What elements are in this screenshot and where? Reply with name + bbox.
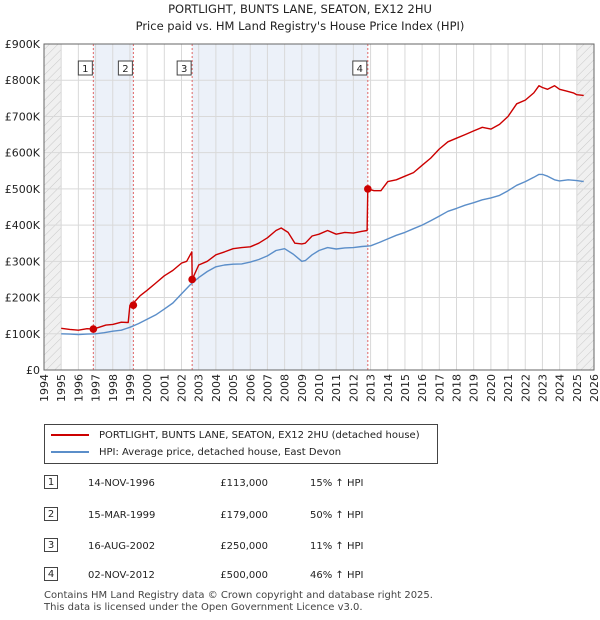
x-tick-label: 2002	[176, 374, 189, 402]
legend-item-hpi: HPI: Average price, detached house, East…	[51, 445, 341, 461]
x-tick-label: 2017	[433, 374, 446, 402]
y-tick-label: £900K	[5, 38, 41, 51]
x-tick-label: 2001	[158, 374, 171, 402]
transaction-label-number: 3	[181, 64, 187, 75]
chart-subtitle: Price paid vs. HM Land Registry's House …	[136, 19, 465, 33]
x-tick-label: 2004	[210, 374, 223, 402]
x-tick-label: 2000	[141, 374, 154, 402]
x-tick-label: 2012	[347, 374, 360, 402]
y-tick-label: £200K	[5, 292, 41, 305]
y-tick-label: £600K	[5, 147, 41, 160]
hatched-range	[44, 44, 62, 370]
y-tick-label: £300K	[5, 255, 41, 268]
legend-label-hpi: HPI: Average price, detached house, East…	[99, 447, 342, 458]
transaction-label: 1	[77, 60, 93, 76]
chart-title: PORTLIGHT, BUNTS LANE, SEATON, EX12 2HU	[168, 2, 432, 16]
x-tick-label: 1999	[124, 374, 137, 402]
transaction-label: 2	[117, 60, 133, 76]
x-tick-label: 2015	[399, 374, 412, 402]
x-tick-label: 1997	[90, 374, 103, 402]
transaction-label: 4	[352, 60, 368, 76]
plot-frame	[43, 43, 595, 371]
x-tick-label: 2013	[365, 374, 378, 402]
transaction-hpi: 15% ↑ HPI	[310, 478, 364, 489]
x-tick-label: 2018	[451, 374, 464, 402]
transaction-date: 16-AUG-2002	[88, 541, 156, 552]
transaction-point	[364, 185, 372, 193]
x-tick-label: 2011	[330, 374, 343, 402]
transaction-label-box	[176, 60, 192, 76]
x-tick-label: 2022	[519, 374, 532, 402]
transaction-price: £113,000	[220, 478, 268, 489]
x-tick-label: 2026	[588, 374, 600, 402]
ownership-period-band	[93, 44, 134, 370]
legend-swatch-hpi	[51, 451, 89, 453]
transaction-label: 3	[176, 60, 192, 76]
transaction-hpi: 46% ↑ HPI	[310, 570, 364, 581]
y-tick-label: £800K	[5, 74, 41, 87]
transaction-label-number: 1	[82, 64, 88, 75]
transaction-point	[129, 301, 138, 309]
legend: PORTLIGHT, BUNTS LANE, SEATON, EX12 2HU …	[44, 424, 438, 464]
transaction-number: 2	[44, 507, 58, 521]
x-tick-label: 2016	[416, 374, 429, 402]
x-tick-label: 2009	[296, 374, 309, 402]
y-tick-label: £400K	[5, 219, 41, 232]
x-tick-label: 2008	[279, 374, 292, 402]
transaction-label-box	[117, 60, 133, 76]
transaction-number: 4	[44, 567, 58, 581]
x-tick-label: 2003	[193, 374, 206, 402]
legend-swatch-property	[51, 434, 89, 436]
transaction-price: £179,000	[220, 510, 268, 521]
transaction-date: 15-MAR-1999	[88, 510, 156, 521]
property-series-line	[61, 84, 584, 331]
x-tick-label: 2019	[468, 374, 481, 402]
x-tick-label: 2023	[536, 374, 549, 402]
transaction-label-box	[352, 60, 368, 76]
x-tick-label: 1995	[55, 374, 68, 402]
ownership-period-band	[192, 44, 368, 370]
transaction-point	[188, 275, 196, 284]
footer-attribution: Contains HM Land Registry data © Crown c…	[44, 590, 433, 614]
x-tick-label: 1994	[38, 374, 51, 402]
x-tick-label: 2020	[485, 374, 498, 402]
x-tick-label: 2010	[313, 374, 326, 402]
x-tick-label: 2006	[244, 374, 257, 402]
hatched-range	[576, 44, 594, 370]
transaction-date: 02-NOV-2012	[88, 570, 155, 581]
transaction-label-box	[77, 60, 93, 76]
x-tick-label: 2025	[571, 374, 584, 402]
transaction-number: 1	[44, 475, 58, 489]
transaction-point	[89, 325, 98, 333]
x-tick-label: 2007	[261, 374, 274, 402]
footer-copyright: Contains HM Land Registry data © Crown c…	[44, 590, 433, 601]
x-tick-label: 1998	[107, 374, 120, 402]
transaction-hpi: 11% ↑ HPI	[310, 541, 364, 552]
price-chart: PORTLIGHT, BUNTS LANE, SEATON, EX12 2HU …	[5, 2, 600, 402]
x-tick-label: 2024	[554, 374, 567, 402]
transaction-hpi: 50% ↑ HPI	[310, 510, 364, 521]
transaction-number: 3	[44, 538, 58, 552]
transaction-price: £500,000	[220, 570, 268, 581]
y-tick-label: £100K	[5, 328, 41, 341]
y-tick-label: £500K	[5, 183, 41, 196]
transaction-date: 14-NOV-1996	[88, 478, 155, 489]
transaction-label-number: 2	[122, 64, 128, 75]
transaction-label-number: 4	[357, 64, 363, 75]
x-tick-label: 2014	[382, 374, 395, 402]
x-tick-label: 1996	[72, 374, 85, 402]
legend-item-property: PORTLIGHT, BUNTS LANE, SEATON, EX12 2HU …	[51, 428, 420, 444]
transaction-price: £250,000	[220, 541, 268, 552]
x-tick-label: 2021	[502, 374, 515, 402]
hpi-series-line	[61, 173, 584, 336]
x-tick-label: 2005	[227, 374, 240, 402]
y-tick-label: £700K	[5, 110, 41, 123]
legend-label-property: PORTLIGHT, BUNTS LANE, SEATON, EX12 2HU …	[99, 430, 420, 441]
y-tick-label: £0	[26, 364, 40, 377]
footer-licence: This data is licensed under the Open Gov…	[44, 602, 363, 613]
